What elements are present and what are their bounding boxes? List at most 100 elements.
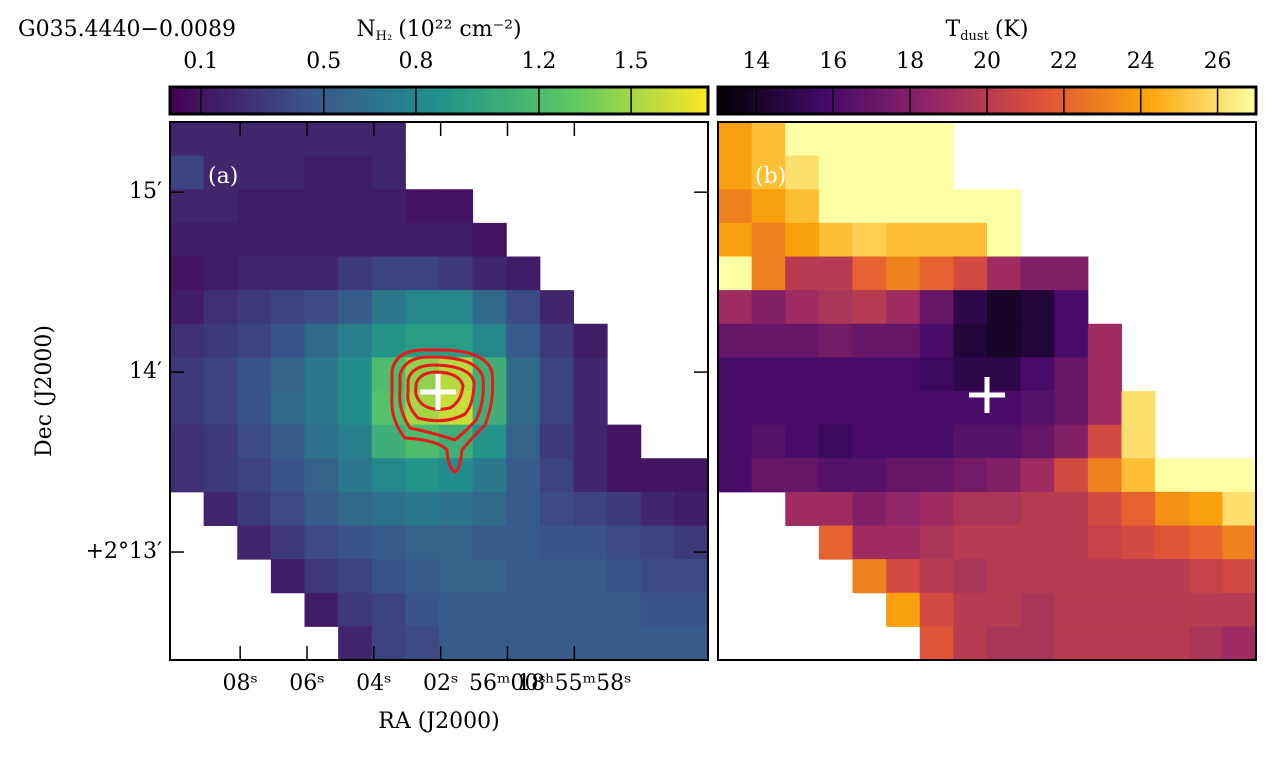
heatmap-cell bbox=[1155, 491, 1190, 526]
heatmap-cell bbox=[919, 424, 954, 459]
heatmap-cell bbox=[304, 222, 339, 257]
heatmap-cell bbox=[573, 391, 608, 426]
heatmap-cell bbox=[852, 458, 887, 493]
heatmap-cell bbox=[304, 323, 339, 358]
heatmap-cell bbox=[1054, 256, 1089, 291]
heatmap-cell bbox=[987, 458, 1022, 493]
heatmap-cell bbox=[405, 559, 440, 594]
heatmap-cell bbox=[785, 122, 820, 157]
x-tick-label: 06ˢ bbox=[289, 671, 324, 696]
heatmap-cell bbox=[1188, 626, 1223, 661]
heatmap-cell bbox=[919, 189, 954, 224]
colorbar-label-part: N bbox=[356, 17, 375, 42]
colorbar-tick-label: 0.5 bbox=[306, 49, 341, 74]
heatmap-cell bbox=[1020, 424, 1055, 459]
heatmap-cell bbox=[338, 626, 373, 661]
heatmap-cell bbox=[751, 122, 786, 157]
colorbar-label-part: H₂ bbox=[376, 29, 393, 44]
heatmap-cell bbox=[439, 525, 474, 560]
heatmap-cell bbox=[573, 626, 608, 661]
colorbar-tick-label: 0.8 bbox=[398, 49, 433, 74]
heatmap-cell bbox=[573, 458, 608, 493]
colorbar-tick-label: 18 bbox=[896, 49, 924, 74]
heatmap-cell bbox=[304, 458, 339, 493]
heatmap-cell bbox=[987, 323, 1022, 358]
heatmap-cell bbox=[203, 122, 238, 157]
heatmap-cell bbox=[1121, 424, 1156, 459]
heatmap-cell bbox=[818, 458, 853, 493]
heatmap-cell bbox=[472, 592, 507, 627]
heatmap-cell bbox=[1054, 559, 1089, 594]
heatmap-cell bbox=[1222, 559, 1257, 594]
heatmap-cell bbox=[539, 391, 574, 426]
heatmap-cell bbox=[607, 491, 642, 526]
heatmap-cell bbox=[1222, 592, 1257, 627]
heatmap-cell bbox=[674, 458, 709, 493]
heatmap-cell bbox=[1087, 424, 1122, 459]
heatmap-cell bbox=[506, 290, 541, 325]
heatmap-cell bbox=[751, 424, 786, 459]
heatmap-cell bbox=[539, 458, 574, 493]
heatmap-cell bbox=[338, 491, 373, 526]
heatmap-cell bbox=[270, 357, 305, 392]
heatmap-cell bbox=[1087, 357, 1122, 392]
contours bbox=[390, 348, 495, 474]
heatmap-cell bbox=[270, 290, 305, 325]
heatmap-cell bbox=[1020, 525, 1055, 560]
heatmap-cell bbox=[203, 323, 238, 358]
heatmap-cell bbox=[785, 458, 820, 493]
x-tick-label: 08ˢ bbox=[222, 671, 257, 696]
heatmap-cell bbox=[987, 592, 1022, 627]
heatmap-cell bbox=[270, 323, 305, 358]
heatmap-cell bbox=[539, 525, 574, 560]
heatmap-cell bbox=[304, 256, 339, 291]
heatmap-cell bbox=[886, 491, 921, 526]
heatmap-cell bbox=[886, 290, 921, 325]
colorbar-label-part: dust bbox=[960, 29, 989, 44]
heatmap-cell bbox=[718, 323, 753, 358]
heatmap-cell bbox=[405, 290, 440, 325]
heatmap-cell bbox=[953, 357, 988, 392]
heatmap-cell bbox=[439, 222, 474, 257]
heatmap-cell bbox=[170, 122, 205, 157]
heatmap-cell bbox=[270, 189, 305, 224]
heatmap-cell bbox=[338, 357, 373, 392]
heatmap-cell bbox=[304, 122, 339, 157]
colorbar-label: NH₂ (10²² cm⁻²) bbox=[356, 17, 521, 44]
y-tick-label: +2°13′ bbox=[86, 539, 162, 564]
heatmap-cell bbox=[718, 189, 753, 224]
heatmap-cell bbox=[751, 189, 786, 224]
heatmap-cell bbox=[270, 122, 305, 157]
heatmap-cell bbox=[304, 592, 339, 627]
heatmap-cell bbox=[785, 290, 820, 325]
heatmap-cell bbox=[919, 357, 954, 392]
heatmap-cell bbox=[170, 391, 205, 426]
heatmap-cell bbox=[953, 525, 988, 560]
colorbar-label-part: (10²² cm⁻²) bbox=[398, 17, 521, 42]
heatmap-cell bbox=[170, 323, 205, 358]
panel-label: (a) bbox=[208, 164, 238, 189]
heatmap-cell bbox=[718, 357, 753, 392]
heatmap-cell bbox=[439, 626, 474, 661]
heatmap-cell bbox=[573, 559, 608, 594]
heatmap-cell bbox=[607, 458, 642, 493]
heatmap-cell bbox=[539, 592, 574, 627]
heatmap-cell bbox=[886, 559, 921, 594]
x-axis-label: RA (J2000) bbox=[378, 709, 499, 734]
heatmap-cell bbox=[1087, 525, 1122, 560]
heatmap-cell bbox=[1155, 525, 1190, 560]
heatmap-cell bbox=[818, 491, 853, 526]
heatmap-cell bbox=[987, 525, 1022, 560]
heatmap-cell bbox=[573, 323, 608, 358]
heatmap-cell bbox=[718, 424, 753, 459]
heatmap-cell bbox=[852, 155, 887, 190]
heatmap-cell bbox=[751, 256, 786, 291]
heatmap-cell bbox=[919, 391, 954, 426]
heatmap-cell bbox=[1054, 323, 1089, 358]
heatmap-cell bbox=[203, 222, 238, 257]
heatmap-cell bbox=[785, 491, 820, 526]
heatmap-cell bbox=[338, 290, 373, 325]
heatmap-cell bbox=[886, 525, 921, 560]
heatmap-cell bbox=[919, 290, 954, 325]
heatmap-cell bbox=[785, 256, 820, 291]
